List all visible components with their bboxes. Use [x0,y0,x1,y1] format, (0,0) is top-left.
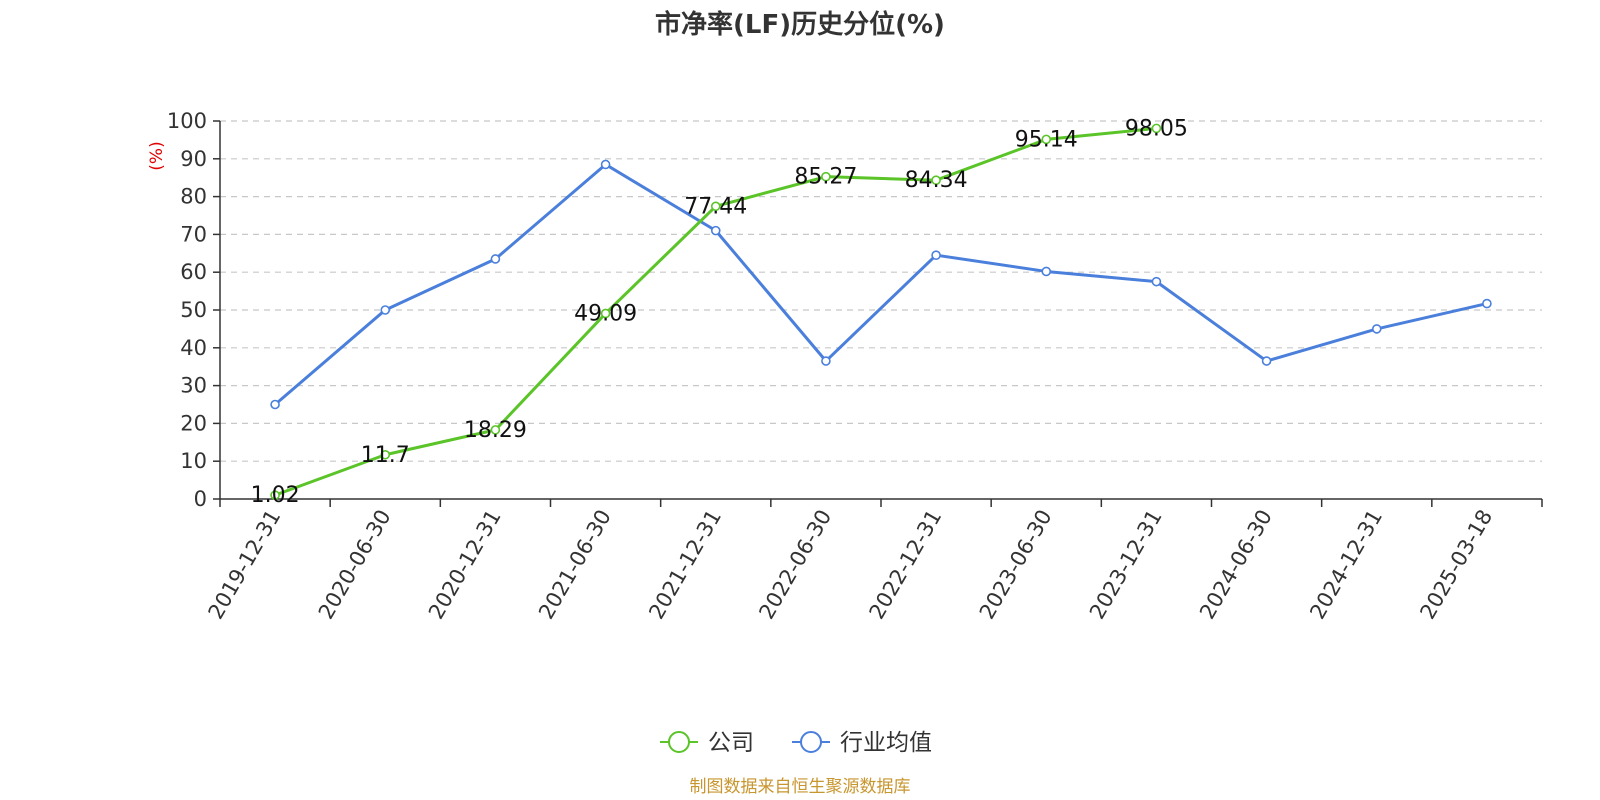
data-label: 95.14 [1015,127,1078,152]
grid-lines [220,120,1542,462]
data-point [710,225,721,236]
y-axis-label: (%) [147,141,167,170]
data-point [490,254,501,264]
legend-item-company: 公司 [660,730,754,756]
x-tick-label: 2020-06-30 [314,506,396,624]
data-label: 85.27 [794,165,857,190]
data-point [1041,134,1052,145]
data-point [600,308,611,319]
data-point [821,356,831,366]
data-label: 77.44 [684,194,747,219]
legend-label: 公司 [708,730,754,756]
data-point [1151,123,1162,134]
x-tick-label: 2021-06-30 [534,506,616,624]
data-label: 84.34 [905,168,968,193]
y-tick-label: 30 [180,374,207,398]
legend: 公司 行业均值 [660,730,932,756]
data-point [380,449,391,460]
data-label: 1.02 [251,483,300,508]
data-point [490,425,501,435]
x-tick-label: 2024-12-31 [1305,506,1387,624]
data-point [1482,298,1492,309]
y-tick-label: 100 [167,109,207,133]
y-tick-label: 50 [180,298,207,322]
series-company: 1.02 11.7 18.29 49.09 77.44 85.27 84.34 95.14 98… [251,116,1188,508]
x-tick-label: 2021-12-31 [644,506,726,624]
data-point [710,201,721,212]
x-tick-label: 2025-03-18 [1415,506,1497,624]
data-point [380,305,391,315]
x-tick-label: 2023-12-31 [1085,506,1167,624]
y-axis: 0 10 20 30 40 50 60 70 80 90 100 [167,109,221,511]
x-tick-label: 2019-12-31 [204,506,286,624]
y-tick-label: 60 [180,260,207,284]
chart-title: 市净率(LF)历史分位(%) [655,9,945,40]
series-industry-average [270,159,1492,410]
x-tick-label: 2020-12-31 [424,505,506,623]
data-point [1261,356,1272,366]
data-label: 98.05 [1125,116,1188,141]
series-group: 1.02 11.7 18.29 49.09 77.44 85.27 84.34 95.14 98… [251,116,1492,508]
legend-label: 行业均值 [840,730,932,756]
data-point [931,250,941,260]
x-tick-label: 2022-12-31 [865,505,947,623]
x-tick-label: 2023-06-30 [975,506,1057,624]
data-label: 18.29 [464,418,527,443]
data-point [1151,276,1162,287]
legend-circle-icon [800,731,822,753]
data-point [1041,266,1052,277]
data-label: 11.7 [361,443,410,468]
series-line [274,162,1488,406]
data-point [821,171,831,182]
legend-item-industry-average: 行业均值 [792,730,932,756]
data-point [270,399,280,410]
series-line [274,126,1157,497]
y-tick-label: 80 [180,185,207,209]
y-tick-label: 90 [180,147,207,171]
x-tick-label: 2024-06-30 [1195,506,1277,624]
x-tick-label: 2022-06-30 [754,506,836,624]
data-label: 49.09 [574,301,637,326]
legend-circle-icon [668,731,690,753]
y-tick-label: 40 [180,336,207,360]
y-tick-label: 0 [194,487,207,511]
y-tick-label: 10 [180,449,207,473]
data-point [1371,324,1382,334]
x-axis: 2019-12-31 2020-06-30 2020-12-31 2021-06-30… [204,498,1543,624]
source-note: 制图数据来自恒生聚源数据库 [690,777,911,797]
y-tick-label: 20 [180,411,207,435]
y-tick-label: 70 [180,222,207,246]
data-point [600,159,611,170]
data-point [931,175,941,185]
data-point [270,490,280,500]
